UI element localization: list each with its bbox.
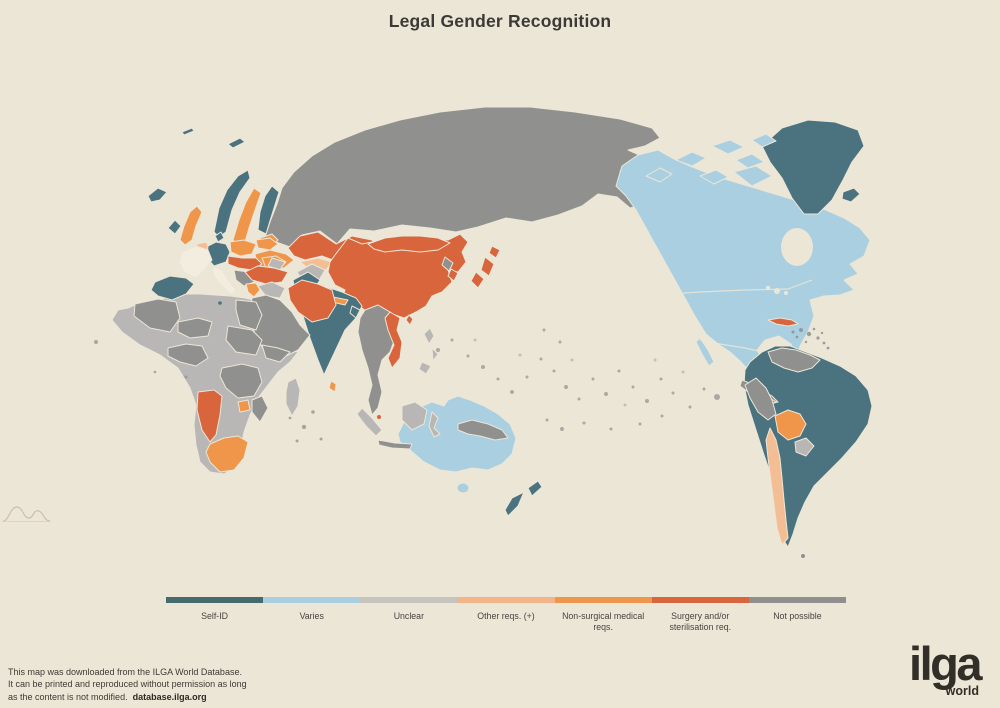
country-malta — [218, 301, 222, 305]
country-ireland — [167, 219, 182, 235]
country-borneo — [401, 401, 428, 431]
country-poland — [229, 239, 257, 257]
legend-bar — [166, 597, 846, 603]
country-belarus — [255, 237, 279, 251]
country-new-zealand — [504, 480, 543, 517]
country-bangladesh — [349, 305, 361, 319]
country-italy — [211, 265, 237, 296]
country-greenland — [761, 119, 865, 215]
country-taiwan — [405, 314, 414, 326]
country-cuba — [767, 317, 799, 327]
legend: Self-ID Varies Unclear Other reqs. (+) Non-s… — [166, 597, 846, 634]
country-vietnam — [384, 311, 403, 369]
legend-swatch-surgery — [651, 597, 749, 603]
country-russia — [263, 106, 661, 248]
great-lake-3 — [784, 291, 788, 295]
pacific-island-dots-light — [473, 338, 685, 407]
database-link[interactable]: database.ilga.org — [132, 692, 207, 703]
country-south-africa — [205, 435, 249, 473]
country-baja — [695, 337, 715, 367]
legend-label-self-id: Self-ID — [201, 611, 229, 621]
pacific-island-dots — [436, 328, 720, 431]
country-namibia — [196, 389, 223, 443]
footer-line-3: as the content is not modified. database.… — [8, 691, 247, 704]
legend-swatch-not-possible — [748, 597, 846, 603]
legend-swatch-non-surgical — [554, 597, 652, 603]
country-arctic-islands — [645, 133, 777, 187]
legend-swatch-self-id — [166, 597, 264, 603]
country-chile — [765, 427, 789, 546]
country-egypt — [235, 299, 263, 331]
legend-label-not-possible: Not possible — [773, 611, 822, 621]
country-iceland-east — [841, 187, 861, 203]
country-java — [377, 439, 413, 450]
legend-swatch-varies — [263, 597, 361, 603]
country-iran — [287, 279, 337, 323]
us-canada-border — [654, 279, 813, 296]
ilga-logo-subtext: world — [945, 684, 979, 698]
country-svalbard — [227, 137, 246, 149]
country-tasmania — [456, 482, 470, 494]
country-sumatra — [356, 407, 383, 437]
country-south-korea — [447, 268, 459, 282]
legend-labels: Self-ID Varies Unclear Other reqs. (+) Non-s… — [166, 611, 846, 634]
country-falklands — [801, 554, 805, 558]
country-ethiopia — [261, 344, 291, 363]
footer-line-1: This map was downloaded from the ILGA Wo… — [8, 666, 242, 677]
country-turkey — [244, 265, 289, 285]
legend-swatch-unclear — [360, 597, 458, 603]
country-sudan-chad — [225, 325, 263, 356]
country-sulawesi — [428, 411, 441, 438]
page-title: Legal Gender Recognition — [388, 11, 612, 31]
legend-label-unclear: Unclear — [393, 611, 424, 621]
country-australia — [397, 395, 517, 473]
country-japan — [470, 245, 501, 289]
country-denmark — [214, 231, 225, 243]
country-madagascar — [285, 377, 301, 417]
legend-label-other-reqs: Other reqs. (+) — [477, 611, 535, 621]
country-paraguay — [794, 437, 815, 457]
country-mozambique — [251, 395, 269, 423]
legend-swatch-other-reqs — [457, 597, 555, 603]
country-philippines — [418, 327, 439, 375]
country-france — [178, 245, 213, 279]
country-jan-mayen — [181, 127, 195, 136]
country-north-korea — [441, 256, 454, 272]
country-niger — [177, 317, 213, 339]
country-iberia — [150, 275, 195, 301]
ilga-logo: ilga world — [909, 637, 982, 698]
country-singapore — [377, 415, 381, 419]
country-central-east-africa — [219, 363, 263, 399]
country-algeria — [133, 298, 181, 333]
country-levant — [257, 281, 286, 299]
country-norway — [213, 169, 251, 238]
country-west-africa — [167, 343, 209, 367]
country-venezuela-guyanas — [767, 347, 821, 373]
country-iceland-west — [147, 187, 168, 203]
country-sri-lanka — [328, 380, 337, 393]
legend-label-varies: Varies — [299, 611, 324, 621]
country-greece — [245, 282, 261, 298]
footer-line-2: It can be printed and reproduced without… — [8, 679, 247, 690]
caribbean-islands — [791, 327, 830, 350]
ilga-logo-text: ilga — [909, 637, 982, 691]
us-mexico-border — [699, 339, 763, 353]
hudson-bay — [781, 228, 813, 266]
country-zimbabwe — [237, 399, 251, 413]
footer-line-3-text: as the content is not modified. — [8, 692, 128, 703]
country-mongolia — [367, 235, 451, 253]
country-new-guinea — [457, 419, 509, 441]
indian-ocean-island-dots — [288, 410, 323, 443]
legend-label-non-surgical: Non-surgical medical reqs. — [562, 611, 645, 633]
legend-label-surgery: Surgery and/or sterilisation req. — [669, 611, 732, 633]
atlantic-island-dots — [94, 340, 188, 379]
country-bolivia — [774, 409, 807, 441]
country-uk — [179, 205, 203, 246]
footer-note: This map was downloaded from the ILGA Wo… — [8, 666, 247, 704]
country-finland — [257, 185, 280, 235]
hills-doodle — [2, 506, 51, 522]
country-peru — [744, 377, 777, 421]
